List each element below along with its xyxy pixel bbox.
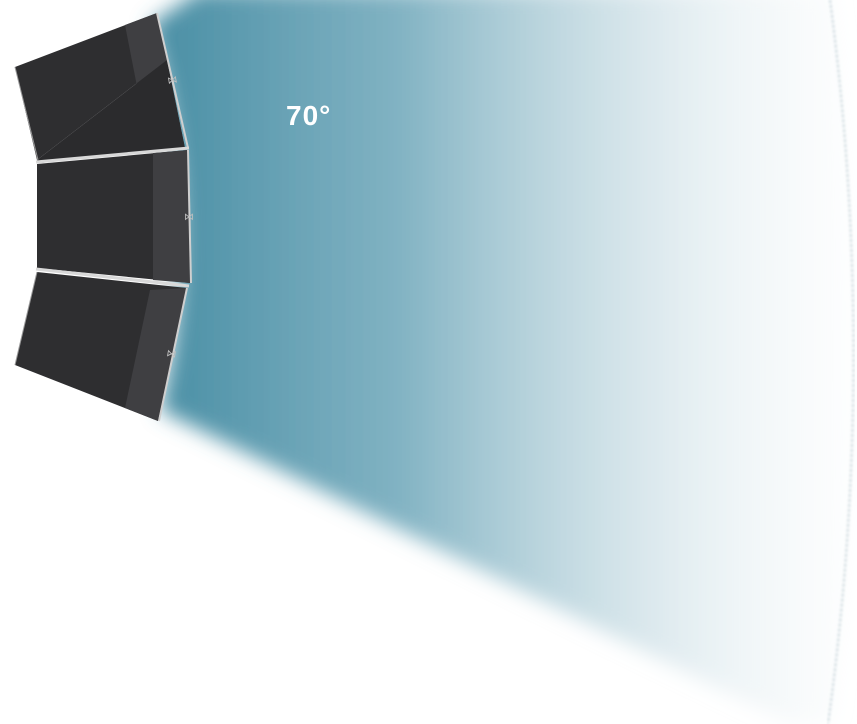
speaker-cabinet-bottom (14, 267, 190, 422)
coverage-beam (150, 0, 857, 724)
coverage-angle-label: 70° (286, 100, 332, 131)
speaker-cabinet-top (14, 12, 189, 163)
speaker-cabinet-middle (35, 146, 192, 284)
logo-mark-icon: ⋈ (184, 212, 194, 223)
logo-mark-icon: ⋈ (167, 74, 179, 87)
logo-mark-icon: ⋈ (165, 348, 177, 361)
coverage-arc-edge (827, 0, 855, 724)
